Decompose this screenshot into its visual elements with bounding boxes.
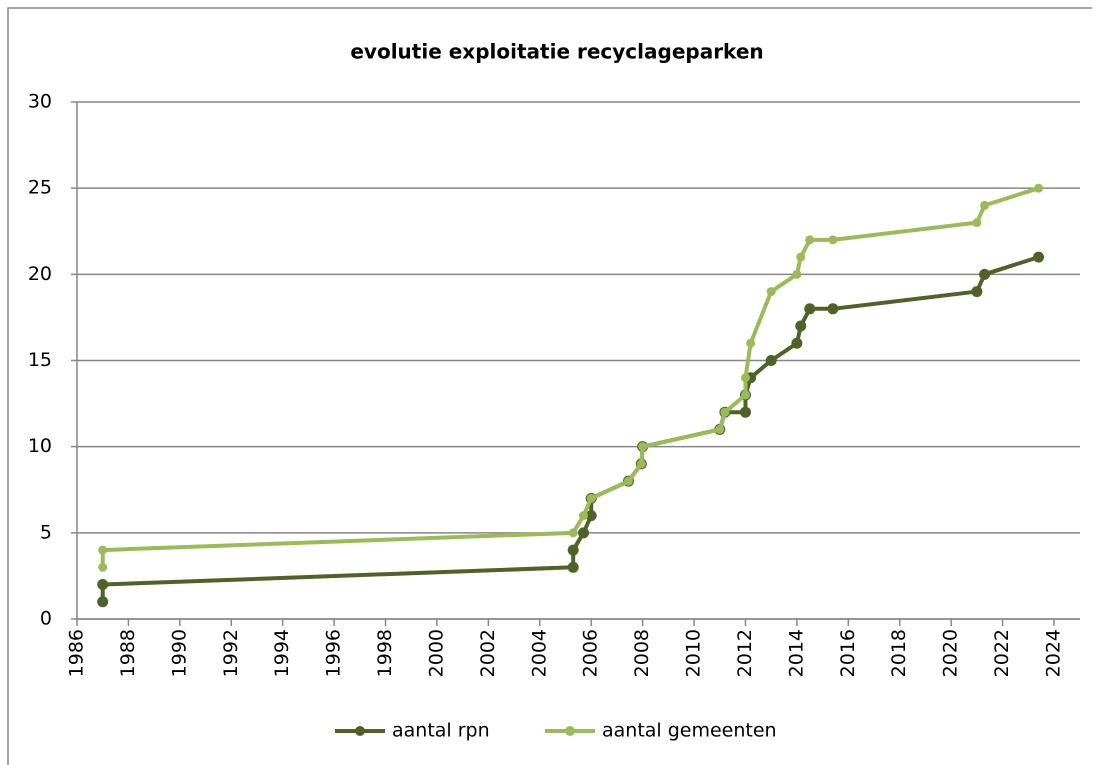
y-tick-label: 10	[28, 435, 52, 457]
point	[979, 268, 991, 280]
y-tick-label: 15	[28, 349, 52, 371]
x-tick-label: 2006	[580, 629, 602, 677]
point	[623, 476, 633, 486]
point	[796, 252, 806, 262]
point	[805, 235, 815, 245]
x-tick-label: 1988	[117, 629, 139, 677]
chart-title: evolutie exploitatie recyclageparken	[350, 40, 763, 64]
point	[97, 579, 109, 591]
point	[746, 338, 756, 348]
y-tick-label: 20	[28, 263, 52, 285]
point	[766, 287, 776, 297]
x-tick-label: 2018	[888, 629, 910, 677]
point	[765, 355, 777, 366]
point	[791, 337, 803, 349]
point	[98, 562, 108, 572]
point	[568, 528, 578, 538]
point	[828, 235, 838, 245]
point	[586, 493, 596, 503]
point	[585, 510, 597, 522]
y-tick-label: 25	[28, 177, 52, 199]
point	[97, 596, 109, 608]
point	[567, 561, 579, 573]
legend-label: aantal rpn	[392, 720, 490, 742]
point	[638, 442, 648, 452]
x-tick-label: 2004	[528, 629, 550, 677]
x-tick-label: 1992	[220, 629, 242, 677]
x-tick-label: 2010	[683, 629, 705, 677]
x-tick-label: 1990	[168, 629, 190, 677]
point	[567, 544, 579, 556]
point	[577, 527, 589, 539]
point	[1033, 251, 1045, 263]
point	[792, 269, 802, 279]
x-tick-label: 2016	[837, 629, 859, 677]
point	[739, 406, 751, 418]
x-tick-label: 2000	[425, 629, 447, 677]
point	[971, 286, 983, 298]
point	[795, 320, 807, 332]
point	[740, 373, 750, 383]
y-tick-label: 5	[40, 521, 52, 543]
point	[720, 407, 730, 417]
legend-marker	[565, 726, 575, 736]
point	[740, 390, 750, 400]
point	[578, 511, 588, 521]
point	[972, 218, 982, 228]
legend-label: aantal gemeenten	[602, 720, 777, 742]
series-line	[100, 186, 1040, 568]
x-tick-label: 2024	[1043, 629, 1065, 677]
point	[715, 424, 725, 434]
point	[1034, 183, 1044, 193]
x-tick-label: 2008	[631, 629, 653, 677]
point	[804, 303, 816, 315]
point	[827, 303, 839, 315]
chart-frame	[7, 7, 1092, 765]
y-tick-label: 30	[28, 91, 52, 113]
x-tick-label: 1994	[271, 629, 293, 677]
x-tick-label: 2002	[477, 629, 499, 677]
x-tick-label: 1986	[66, 629, 88, 677]
x-tick-label: 1998	[374, 629, 396, 677]
x-tick-label: 2012	[734, 629, 756, 677]
y-tick-label: 0	[40, 608, 52, 630]
x-tick-label: 2020	[940, 629, 962, 677]
x-tick-label: 1996	[323, 629, 345, 677]
x-tick-label: 2014	[785, 629, 807, 677]
legend-marker	[355, 726, 365, 736]
point	[98, 545, 108, 555]
x-tick-label: 2022	[991, 629, 1013, 677]
point	[636, 459, 646, 469]
point	[980, 200, 990, 210]
